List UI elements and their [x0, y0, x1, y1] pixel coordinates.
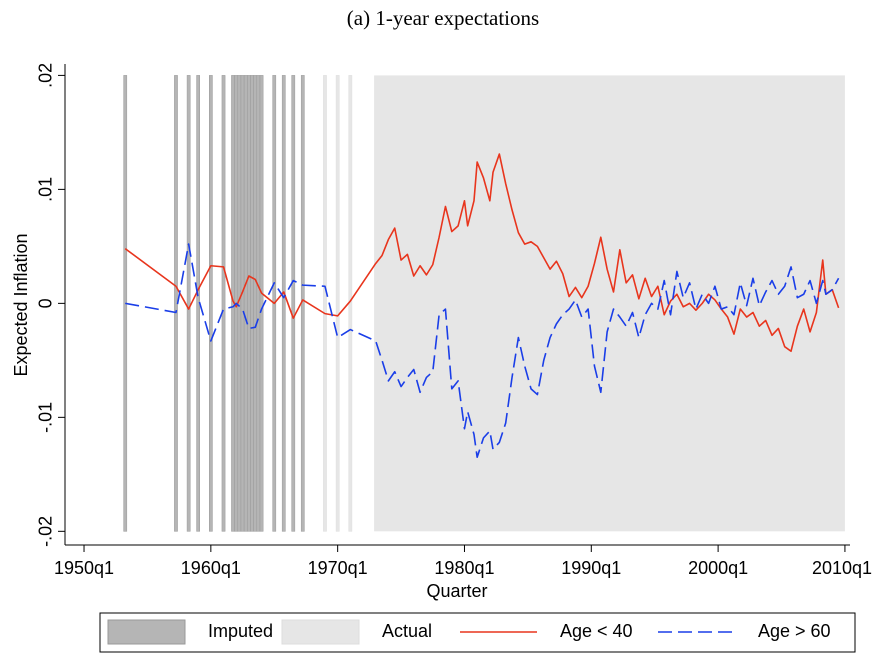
- shade-span: [374, 75, 845, 532]
- x-tick-label: 1950q1: [54, 558, 114, 578]
- series-line: [124, 153, 840, 353]
- x-tick-label: 1970q1: [308, 558, 368, 578]
- legend-swatch: [281, 619, 360, 645]
- shade-bar: [291, 75, 296, 532]
- series-line: [125, 243, 840, 459]
- legend-label: Age > 60: [758, 621, 831, 641]
- shade-bar: [243, 75, 248, 532]
- shade-bar: [323, 75, 327, 532]
- shade-bar: [250, 75, 254, 532]
- y-tick-label: -.01: [36, 402, 56, 433]
- legend-swatch: [107, 619, 186, 645]
- y-tick-label: 0: [36, 298, 56, 308]
- shade-bar: [247, 75, 251, 532]
- legend-label: Imputed: [208, 621, 273, 641]
- shade-bar: [281, 75, 286, 532]
- shade-bar: [209, 75, 213, 532]
- y-axis-label: Expected Inflation: [11, 233, 31, 376]
- y-tick-label: .02: [36, 63, 56, 88]
- shade-bar: [186, 75, 191, 532]
- x-tick-label: 1980q1: [434, 558, 494, 578]
- shade-bar: [259, 75, 264, 532]
- x-axis-label: Quarter: [426, 581, 487, 601]
- x-tick-label: 2000q1: [688, 558, 748, 578]
- shade-bar: [256, 75, 261, 532]
- shade-bar: [253, 75, 258, 532]
- shade-bar: [221, 75, 226, 532]
- legend-label: Actual: [382, 621, 432, 641]
- y-tick-label: -.02: [36, 516, 56, 547]
- legend-label: Age < 40: [560, 621, 633, 641]
- shade-bar: [240, 75, 245, 532]
- x-tick-label: 2010q1: [812, 558, 872, 578]
- y-tick-label: .01: [36, 177, 56, 202]
- shade-bar: [335, 75, 340, 532]
- x-tick-label: 1960q1: [181, 558, 241, 578]
- x-tick-label: 1990q1: [561, 558, 621, 578]
- legend-box: [99, 612, 856, 653]
- chart-title: (a) 1-year expectations: [347, 6, 539, 30]
